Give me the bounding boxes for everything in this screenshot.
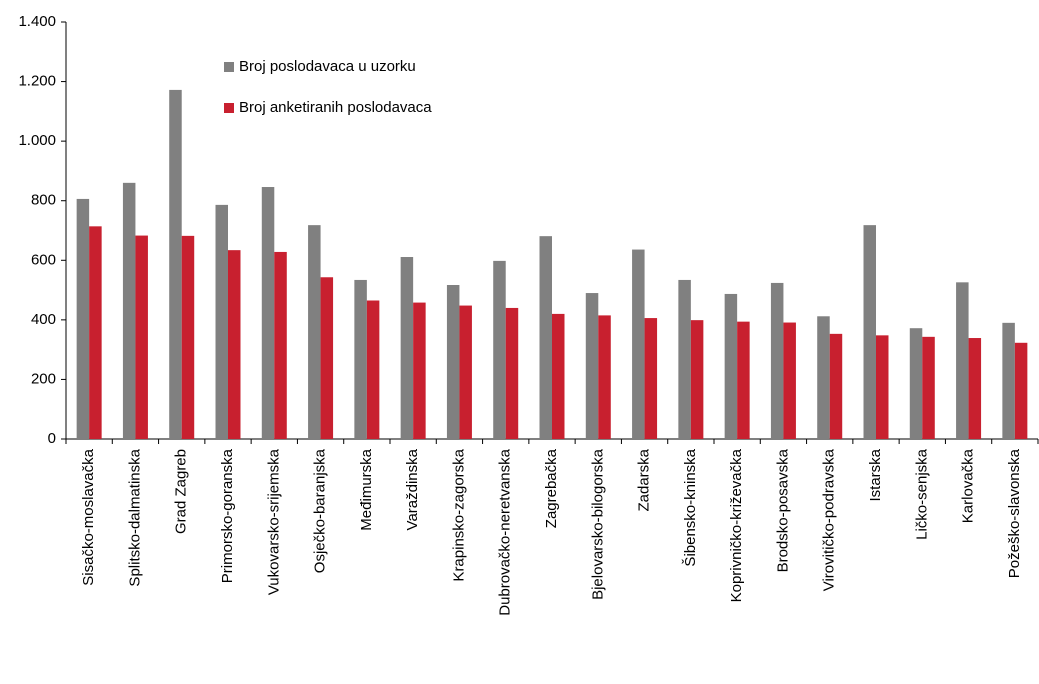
x-tick-label: Bjelovarsko-bilogorska (589, 448, 606, 600)
bar (956, 282, 969, 439)
bar (678, 279, 691, 439)
y-tick-label: 800 (31, 192, 56, 209)
y-tick-label: 1.000 (18, 132, 56, 149)
bar (644, 318, 658, 439)
bar (909, 328, 923, 439)
bar (585, 293, 599, 439)
legend-swatch (224, 103, 234, 113)
bar (552, 313, 565, 439)
legend-label: Broj poslodavaca u uzorku (239, 58, 416, 75)
bar (135, 235, 148, 439)
bar (320, 277, 334, 439)
legend-swatch (224, 62, 234, 72)
bar (215, 204, 228, 439)
bar (308, 225, 321, 439)
bar (724, 293, 738, 439)
x-tick-label: Međimurska (358, 448, 375, 530)
bar (770, 282, 784, 439)
bar (598, 315, 611, 439)
bar (413, 302, 426, 439)
bar (354, 279, 367, 439)
x-tick-label: Zadarska (636, 448, 653, 511)
x-tick-label: Požeško-slavonska (1006, 448, 1023, 578)
x-tick-label: Brodsko-posavska (774, 448, 791, 572)
bar (459, 305, 472, 439)
bar (1002, 322, 1015, 439)
y-tick-label: 200 (31, 370, 56, 387)
bar (737, 321, 750, 439)
bar (1014, 342, 1028, 439)
bar (400, 257, 414, 439)
bar (76, 198, 90, 439)
y-tick-label: 600 (31, 251, 56, 268)
bar (829, 333, 843, 439)
y-tick-label: 1.200 (18, 73, 56, 90)
legend-label: Broj anketiranih poslodavaca (239, 99, 432, 116)
bar (922, 336, 935, 439)
x-tick-label: Dubrovačko-neretvanska (497, 448, 514, 615)
x-tick-label: Primorsko-goranska (219, 448, 236, 583)
x-tick-label: Ličko-senjska (913, 448, 930, 540)
x-tick-label: Splitsko-dalmatinska (126, 448, 143, 586)
bar (817, 316, 830, 439)
x-tick-label: Krapinsko-zagorska (450, 448, 467, 581)
bar (783, 322, 796, 439)
x-tick-label: Virovitičko-podravska (821, 448, 838, 591)
x-tick-label: Varaždinska (404, 448, 421, 530)
y-tick-label: 0 (48, 430, 56, 447)
bar (863, 225, 876, 439)
bar (228, 250, 241, 439)
bar (632, 249, 645, 439)
y-tick-label: 1.400 (18, 13, 56, 30)
x-tick-label: Istarska (867, 448, 884, 501)
x-tick-label: Koprivničko-križevačka (728, 448, 745, 602)
bar (122, 182, 136, 440)
x-tick-label: Zagrebačka (543, 448, 560, 528)
bar (690, 320, 704, 439)
bar (181, 235, 195, 439)
y-tick-label: 400 (31, 311, 56, 328)
bar (89, 226, 102, 439)
bar (446, 285, 460, 439)
x-tick-label: Šibensko-kninska (682, 448, 699, 566)
bar (876, 335, 889, 439)
x-tick-label: Sisačko-moslavačka (80, 448, 97, 585)
bar (169, 89, 182, 439)
bar (968, 338, 982, 439)
bar (505, 307, 519, 439)
bar (366, 300, 380, 439)
bar (493, 260, 506, 439)
x-tick-label: Vukovarsko-srijemska (265, 448, 282, 595)
x-tick-label: Grad Zagreb (173, 449, 190, 534)
bar (261, 187, 275, 439)
x-tick-label: Karlovačka (960, 448, 977, 523)
bar (274, 251, 287, 439)
bar (539, 236, 552, 439)
x-tick-label: Osječko-baranjska (312, 448, 329, 573)
